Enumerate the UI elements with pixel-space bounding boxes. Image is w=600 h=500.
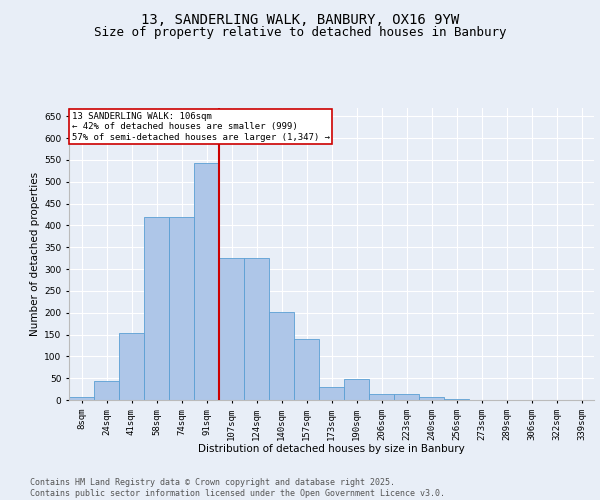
Bar [119, 333, 144, 400]
Bar [419, 397, 444, 400]
Bar [319, 387, 344, 400]
Bar [169, 216, 194, 400]
Text: Size of property relative to detached houses in Banbury: Size of property relative to detached ho… [94, 26, 506, 39]
Y-axis label: Number of detached properties: Number of detached properties [30, 172, 40, 336]
Text: 13 SANDERLING WALK: 106sqm
← 42% of detached houses are smaller (999)
57% of sem: 13 SANDERLING WALK: 106sqm ← 42% of deta… [71, 112, 329, 142]
Bar [394, 394, 419, 400]
Bar [294, 339, 319, 400]
Bar [194, 163, 219, 400]
Bar [219, 258, 244, 400]
X-axis label: Distribution of detached houses by size in Banbury: Distribution of detached houses by size … [198, 444, 465, 454]
Bar [69, 396, 94, 400]
Bar [444, 398, 469, 400]
Bar [344, 379, 369, 400]
Bar [269, 312, 294, 400]
Text: 13, SANDERLING WALK, BANBURY, OX16 9YW: 13, SANDERLING WALK, BANBURY, OX16 9YW [141, 12, 459, 26]
Bar [94, 381, 119, 400]
Bar [144, 216, 169, 400]
Text: Contains HM Land Registry data © Crown copyright and database right 2025.
Contai: Contains HM Land Registry data © Crown c… [30, 478, 445, 498]
Bar [369, 394, 394, 400]
Bar [244, 258, 269, 400]
